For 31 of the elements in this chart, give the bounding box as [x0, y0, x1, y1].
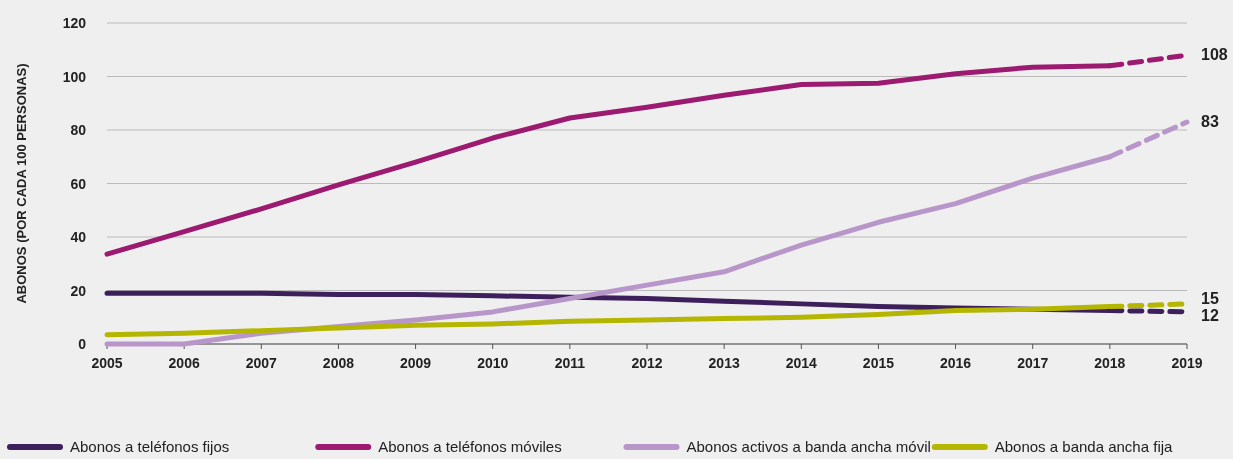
x-tick-label: 2006 [168, 355, 200, 371]
x-tick-label: 2016 [939, 355, 972, 371]
x-tick-label: 2019 [1171, 355, 1203, 371]
x-tick-label: 2013 [708, 355, 740, 371]
legend-label: Abonos a teléfonos fijos [70, 438, 230, 455]
data-label: 83 [1201, 112, 1219, 130]
legend-label: Abonos a banda ancha fija [994, 438, 1174, 455]
x-tick-label: 2017 [1017, 355, 1049, 371]
x-tick-label: 2014 [785, 355, 818, 371]
data-label: 12 [1201, 307, 1219, 325]
x-tick-label: 2007 [245, 355, 278, 371]
legend-label: Abonos activos a banda ancha móvil [686, 438, 931, 455]
y-tick-label: 100 [62, 68, 87, 85]
y-tick-label: 60 [70, 175, 87, 192]
data-label: 15 [1201, 290, 1219, 308]
x-tick-label: 2008 [322, 355, 355, 371]
y-tick-label: 40 [70, 229, 87, 245]
x-tick-label: 2011 [554, 355, 586, 371]
y-tick-label: 80 [70, 122, 87, 138]
x-tick-label: 2009 [399, 355, 432, 371]
x-tick-label: 2010 [477, 355, 509, 371]
x-tick-label: 2015 [862, 355, 895, 371]
legend-label: Abonos a teléfonos móviles [378, 438, 562, 455]
y-axis-title: ABONOS (POR CADA 100 PERSONAS) [14, 63, 29, 304]
y-tick-label: 20 [70, 282, 87, 299]
y-tick-label: 120 [62, 15, 87, 31]
x-tick-label: 2005 [91, 355, 123, 371]
x-tick-label: 2018 [1094, 355, 1126, 371]
data-label: 108 [1201, 46, 1228, 64]
x-tick-label: 2012 [631, 355, 663, 371]
y-tick-label: 0 [78, 336, 87, 352]
